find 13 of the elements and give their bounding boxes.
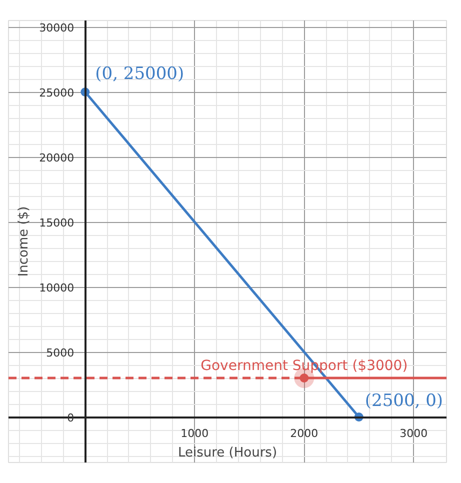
y-tick-label: 25000 (39, 86, 74, 100)
y-axis-title: Income ($) (16, 206, 32, 277)
y-tick-label: 15000 (39, 216, 74, 230)
y-tick-label: 5000 (46, 346, 74, 360)
x-tick-label: 3000 (400, 427, 428, 440)
annotation: (0, 25000) (95, 64, 184, 84)
y-tick-label: 30000 (39, 22, 74, 34)
y-tick-label: 10000 (39, 282, 74, 294)
annotation: (2500, 0) (364, 391, 444, 411)
x-axis-title: Leisure (Hours) (178, 446, 278, 460)
y-tick-label: 20000 (39, 152, 74, 164)
x-tick-label: 2000 (290, 427, 318, 440)
x-tick-label: 1000 (180, 427, 209, 440)
